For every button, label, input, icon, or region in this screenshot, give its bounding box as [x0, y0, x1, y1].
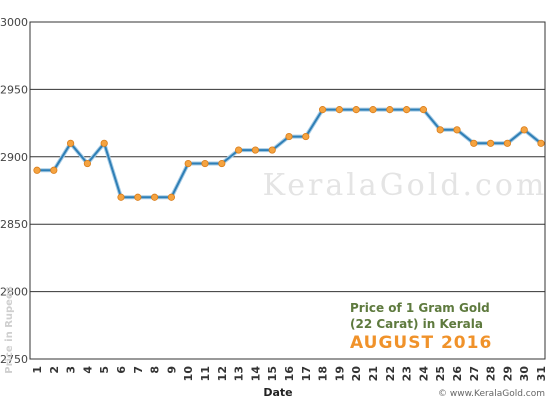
x-tick-label: 6	[115, 366, 128, 374]
y-axis-title: Price in Rupees	[4, 286, 15, 373]
x-axis-title: Date	[263, 386, 292, 399]
data-point	[151, 193, 159, 201]
data-point	[470, 139, 478, 147]
data-point	[386, 106, 394, 114]
x-tick-label: 13	[233, 366, 246, 381]
x-tick-label: 4	[81, 366, 94, 374]
x-tick-label: 30	[518, 366, 531, 382]
x-tick-label: 28	[485, 366, 498, 381]
x-tick-label: 26	[451, 366, 464, 382]
x-tick-label: 5	[98, 366, 111, 374]
data-point	[486, 139, 495, 147]
x-tick-label: 1	[31, 366, 44, 374]
x-tick-label: 15	[266, 366, 279, 381]
data-point	[50, 166, 58, 174]
plot-frame	[29, 21, 546, 360]
x-tick-label: 17	[300, 366, 313, 381]
data-point	[117, 193, 125, 201]
x-tick-label: 24	[417, 366, 430, 382]
y-axis-ticks: 2750 2800 2850 2900 2950 3000	[0, 16, 28, 366]
data-point	[218, 159, 226, 168]
y-tick-label: 3000	[0, 16, 28, 29]
data-point	[503, 139, 511, 147]
x-tick-label: 18	[317, 366, 330, 381]
data-point	[419, 106, 427, 114]
data-point	[67, 139, 75, 147]
data-point	[235, 146, 243, 154]
x-tick-label: 31	[535, 366, 548, 381]
data-point	[453, 126, 461, 134]
data-point	[335, 106, 343, 114]
data-point	[251, 146, 259, 154]
data-point	[167, 193, 175, 201]
data-point	[184, 159, 192, 168]
x-tick-label: 25	[434, 366, 447, 381]
data-markers	[33, 106, 545, 201]
x-tick-label: 10	[182, 366, 195, 382]
x-tick-label: 7	[132, 366, 145, 374]
data-point	[402, 106, 411, 114]
x-tick-label: 27	[468, 366, 481, 381]
caption-month: AUGUST 2016	[350, 333, 492, 353]
data-point	[134, 193, 142, 201]
x-tick-label: 29	[501, 366, 514, 381]
watermark: KeralaGold.com	[263, 168, 548, 203]
x-tick-label: 12	[216, 366, 229, 381]
y-tick-label: 2900	[0, 151, 28, 164]
data-point	[201, 159, 209, 168]
x-tick-label: 2	[48, 366, 61, 374]
data-point	[285, 132, 293, 141]
data-point	[33, 166, 41, 174]
x-tick-label: 8	[149, 366, 162, 374]
data-point	[318, 106, 327, 114]
x-tick-label: 11	[199, 366, 212, 381]
x-tick-label: 21	[367, 366, 380, 381]
y-tick-label: 2800	[0, 286, 28, 299]
caption-line1: Price of 1 Gram Gold	[350, 301, 490, 315]
x-axis-ticks: 1 2 3 4 5 6 7 8 9 10 11 12 13 14 15 16 17 18 19 20 21 22 23 24 2…	[31, 366, 548, 382]
credit-text: © www.KeralaGold.com	[438, 389, 545, 399]
y-tick-label: 2750	[0, 353, 28, 366]
data-point	[436, 126, 444, 134]
x-tick-label: 19	[333, 366, 346, 381]
data-point	[268, 146, 276, 154]
data-point	[83, 159, 92, 168]
data-point	[520, 126, 528, 134]
y-tick-label: 2950	[0, 83, 28, 96]
caption-line2: (22 Carat) in Kerala	[350, 317, 483, 331]
y-tick-label: 2850	[0, 218, 28, 231]
x-tick-label: 20	[350, 366, 363, 382]
data-point	[302, 132, 310, 141]
data-point	[100, 139, 108, 147]
x-tick-label: 3	[65, 366, 78, 374]
x-tick-label: 23	[401, 366, 414, 381]
data-point	[537, 139, 545, 147]
data-point	[369, 106, 377, 114]
data-point	[352, 106, 360, 114]
x-tick-label: 22	[384, 366, 397, 381]
x-tick-label: 16	[283, 366, 296, 382]
x-tick-label: 9	[165, 366, 178, 374]
x-tick-label: 14	[249, 366, 262, 382]
